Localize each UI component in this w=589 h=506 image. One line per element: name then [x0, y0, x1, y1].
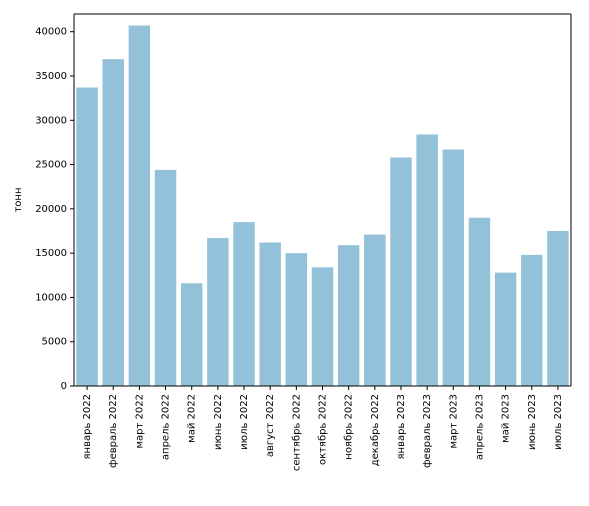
- bar: [76, 88, 97, 386]
- bar: [547, 231, 568, 386]
- bar: [181, 283, 202, 386]
- y-tick-label: 0: [61, 381, 67, 392]
- bar: [103, 59, 124, 386]
- x-tick-label: декабрь 2022: [370, 394, 381, 466]
- x-tick-label: февраль 2023: [422, 394, 433, 468]
- y-tick-label: 40000: [35, 27, 67, 38]
- y-tick-label: 25000: [35, 160, 67, 171]
- x-tick-label: апрель 2023: [474, 394, 485, 460]
- bar: [259, 243, 280, 386]
- x-tick-label: сентябрь 2022: [291, 394, 302, 471]
- bar: [155, 170, 176, 386]
- y-tick-label: 20000: [35, 204, 67, 215]
- bar: [129, 26, 150, 386]
- x-tick-label: июнь 2023: [527, 394, 538, 450]
- bar: [286, 253, 307, 386]
- y-tick-label: 10000: [35, 292, 67, 303]
- bar-chart: 0 5000 10000 15000 20000 25000 30000 35000 40000…: [0, 0, 589, 506]
- y-tick-label: 5000: [42, 337, 67, 348]
- bar: [207, 238, 228, 386]
- bar: [443, 150, 464, 386]
- bar: [233, 222, 254, 386]
- x-tick-label: апрель 2022: [161, 394, 172, 460]
- bar: [495, 273, 516, 386]
- chart-svg: 0 5000 10000 15000 20000 25000 30000 35000 40000…: [0, 0, 589, 506]
- bar: [364, 235, 385, 386]
- x-tick-label: январь 2023: [396, 394, 407, 459]
- x-tick-label: март 2022: [134, 394, 145, 448]
- x-tick-label: февраль 2022: [108, 394, 119, 468]
- y-tick-label: 30000: [35, 115, 67, 126]
- x-tick-label: май 2023: [501, 394, 512, 443]
- y-tick-label: 15000: [35, 248, 67, 259]
- x-tick-label: ноябрь 2022: [344, 394, 355, 460]
- y-tick-label: 35000: [35, 71, 67, 82]
- x-tick-label: май 2022: [187, 394, 198, 443]
- bar: [521, 255, 542, 386]
- x-tick-label: июнь 2022: [213, 394, 224, 450]
- bar: [338, 245, 359, 386]
- bar: [416, 134, 437, 386]
- x-tick-label: январь 2022: [82, 394, 93, 459]
- bar: [390, 157, 411, 386]
- bar: [312, 267, 333, 386]
- x-tick-label: июль 2022: [239, 394, 250, 450]
- x-tick-label: август 2022: [265, 394, 276, 457]
- x-tick-label: октябрь 2022: [318, 394, 329, 465]
- x-tick-label: март 2023: [448, 394, 459, 448]
- y-axis-label: тонн: [13, 187, 24, 212]
- bar: [469, 218, 490, 386]
- x-tick-label: июль 2023: [553, 394, 564, 450]
